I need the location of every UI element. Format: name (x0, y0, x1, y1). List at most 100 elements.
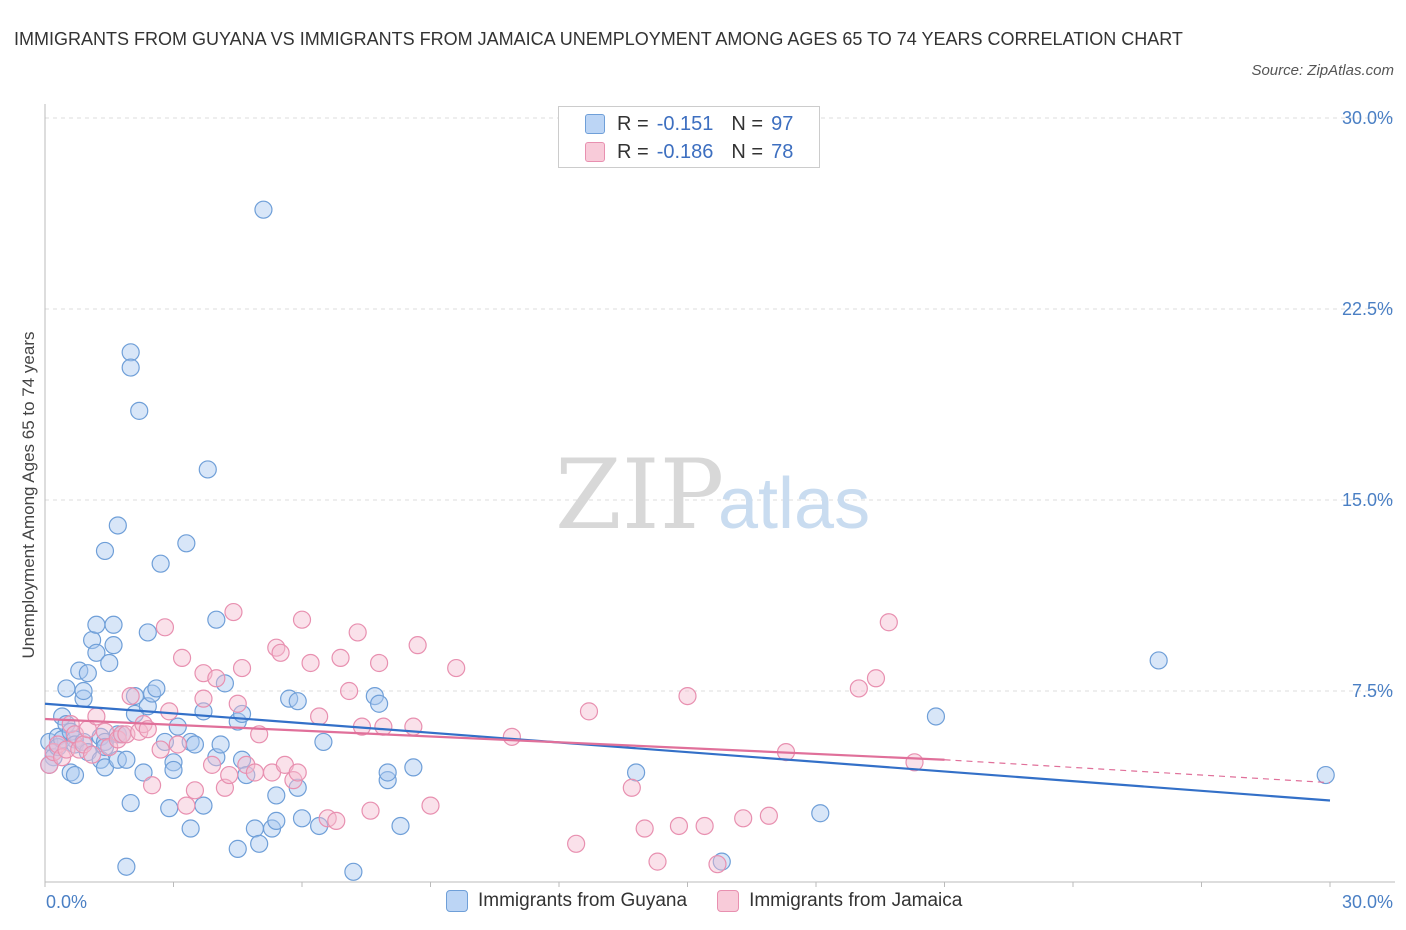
point-jamaica (370, 653, 389, 673)
point-jamaica (202, 755, 222, 774)
point-guyana (134, 763, 153, 782)
watermark-atlas: atlas (718, 464, 870, 544)
legend-r-value: -0.151 (656, 112, 714, 135)
point-guyana (250, 834, 269, 853)
point-jamaica (194, 689, 213, 708)
point-jamaica (678, 686, 697, 706)
point-jamaica (250, 725, 269, 744)
legend-r-label: R = (617, 112, 649, 135)
point-guyana (65, 765, 85, 785)
point-guyana (207, 610, 226, 629)
point-guyana (267, 811, 286, 830)
legend-n-value: 78 (771, 140, 794, 163)
point-jamaica (168, 735, 187, 754)
point-guyana (198, 460, 217, 479)
point-guyana (104, 615, 123, 634)
legend-row-guyana: R = -0.151 N = 97 (585, 111, 793, 137)
point-guyana (194, 796, 213, 815)
point-jamaica (232, 658, 252, 678)
point-jamaica (348, 623, 367, 642)
y-tick-label: 7.5% (1352, 681, 1393, 701)
point-jamaica (579, 702, 599, 721)
gridlines (45, 117, 1395, 692)
series-legend-label: Immigrants from Guyana (478, 890, 688, 911)
point-jamaica (160, 702, 179, 721)
trend-line-guyana (44, 702, 1331, 802)
x-tick-0: 0.0% (46, 892, 87, 912)
point-guyana (391, 816, 410, 836)
point-jamaica (849, 679, 868, 698)
legend-swatch-pink (717, 890, 740, 912)
y-tick-label: 22.5% (1342, 299, 1393, 319)
point-jamaica (567, 834, 586, 853)
point-guyana (87, 615, 106, 634)
point-jamaica (502, 727, 521, 746)
point-guyana (181, 819, 200, 838)
point-jamaica (228, 694, 247, 713)
point-jamaica (695, 816, 714, 836)
point-jamaica (271, 643, 290, 662)
point-jamaica (207, 669, 226, 688)
point-jamaica (57, 740, 76, 759)
point-guyana (211, 735, 230, 754)
point-guyana (74, 681, 93, 701)
point-jamaica (142, 776, 162, 795)
point-jamaica (759, 806, 778, 825)
series-legend-jamaica[interactable]: Immigrants from Jamaica (717, 890, 962, 912)
point-jamaica (310, 707, 329, 726)
y-axis-label: Unemployment Among Ages 65 to 74 years (19, 332, 38, 659)
point-guyana (314, 732, 333, 752)
series-legend-label: Immigrants from Jamaica (749, 890, 963, 911)
point-jamaica (172, 648, 192, 667)
point-guyana (121, 343, 140, 362)
point-guyana (147, 679, 166, 698)
point-guyana (78, 664, 97, 683)
point-guyana (164, 760, 183, 780)
trend-line-jamaica-extension (944, 759, 1331, 784)
point-guyana (1149, 651, 1168, 670)
legend-swatch-blue (446, 890, 468, 912)
point-guyana (160, 799, 179, 818)
point-jamaica (245, 763, 264, 782)
point-guyana (378, 771, 397, 790)
point-jamaica (708, 855, 727, 874)
chart-title: IMMIGRANTS FROM GUYANA VS IMMIGRANTS FRO… (14, 29, 1183, 49)
point-jamaica (622, 778, 641, 797)
legend-n-value: 97 (771, 112, 794, 135)
y-tick-label: 30.0% (1342, 108, 1393, 128)
point-jamaica (635, 819, 654, 838)
point-guyana (87, 643, 106, 662)
point-guyana (138, 623, 157, 642)
legend-swatch-pink (585, 142, 605, 162)
series-legend: Immigrants from Guyana Immigrants from J… (446, 890, 992, 912)
point-guyana (108, 516, 127, 535)
series-legend-guyana[interactable]: Immigrants from Guyana (446, 890, 687, 912)
point-jamaica (374, 717, 393, 736)
point-guyana (57, 679, 76, 698)
point-guyana (254, 200, 273, 219)
trend-lines (44, 702, 1331, 802)
point-guyana (267, 786, 286, 805)
legend-n-label: N = (731, 112, 764, 135)
watermark-zip: ZIP (555, 439, 724, 551)
point-jamaica (220, 765, 239, 785)
point-guyana (626, 763, 646, 782)
legend-row-jamaica: R = -0.186 N = 78 (585, 139, 793, 165)
legend-r-label: R = (617, 140, 649, 163)
point-jamaica (408, 636, 427, 655)
legend-swatch-blue (585, 114, 605, 134)
tick-labels: 7.5% 15.0% 22.5% 30.0% (1342, 108, 1393, 701)
point-guyana (117, 857, 136, 876)
point-guyana (370, 694, 389, 713)
correlation-legend: R = -0.151 N = 97 R = -0.186 N = 78 (558, 106, 820, 168)
point-jamaica (361, 801, 380, 820)
legend-r-value: -0.186 (656, 140, 714, 163)
point-jamaica (734, 809, 753, 828)
point-jamaica (866, 669, 886, 688)
point-jamaica (421, 796, 440, 815)
point-guyana (811, 804, 830, 823)
point-guyana (344, 862, 363, 881)
point-jamaica (301, 653, 320, 673)
point-jamaica (151, 740, 170, 759)
